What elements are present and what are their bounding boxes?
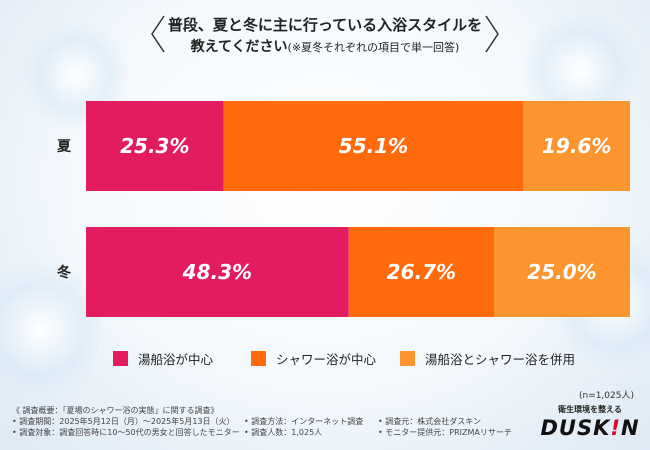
brand-logo: 衛生環境を整える DUSK!N bbox=[540, 404, 640, 444]
category-label-winter: 冬 bbox=[57, 264, 71, 281]
bar-winter-bath bbox=[86, 227, 349, 317]
brand-wordmark-main: DUSK bbox=[540, 416, 611, 440]
notes-provider: • モニター提供元：PRIZMAリサーチ bbox=[378, 428, 512, 437]
notes-count: • 調査人数：1,025人 bbox=[244, 428, 323, 437]
brand-wordmark: DUSK!N bbox=[540, 416, 640, 440]
chart-title: 普段、夏と冬に主に行っている入浴スタイルを 教えてください(※夏冬それぞれの項目… bbox=[150, 10, 500, 58]
legend-label-shower: シャワー浴が中心 bbox=[276, 351, 377, 367]
title-line2: 教えてください(※夏冬それぞれの項目で単一回答) bbox=[150, 36, 500, 56]
category-label-summer: 夏 bbox=[57, 138, 72, 155]
stacked-bar-chart: 夏 25.3% 55.1% 19.6% 冬 48.3% 26.7% 25.0% bbox=[57, 101, 630, 317]
notes-organizer: • 調査元：株式会社ダスキン bbox=[378, 417, 482, 426]
data-label-winter-bath: 48.3% bbox=[182, 260, 252, 284]
left-bracket bbox=[151, 15, 165, 53]
notes-method: • 調査方法：インターネット調査 bbox=[244, 417, 364, 426]
data-label-summer-bath: 25.3% bbox=[120, 134, 189, 158]
legend-swatch-bath bbox=[113, 350, 128, 366]
survey-notes: 《 調査概要：「夏場のシャワー浴の実態」に関する調査》 • 調査期間：2025年… bbox=[12, 405, 532, 445]
title-brackets bbox=[151, 15, 499, 53]
legend-label-both: 湯船浴とシャワー浴を併用 bbox=[425, 351, 576, 367]
data-label-summer-shower: 55.1% bbox=[339, 134, 408, 158]
right-bracket bbox=[485, 15, 499, 53]
legend-item-bath: 湯船浴が中心 bbox=[113, 348, 213, 368]
bar-summer-bath bbox=[86, 101, 224, 191]
legend-swatch-both bbox=[400, 350, 415, 366]
brand-tagline: 衛生環境を整える bbox=[558, 405, 622, 414]
brand-wordmark-accent: ! bbox=[610, 416, 621, 440]
legend-item-shower: シャワー浴が中心 bbox=[251, 348, 376, 368]
bar-winter-both bbox=[494, 227, 630, 317]
data-label-winter-both: 25.0% bbox=[527, 260, 596, 284]
legend-item-both: 湯船浴とシャワー浴を併用 bbox=[400, 348, 575, 368]
legend-label-bath: 湯船浴が中心 bbox=[138, 351, 214, 367]
title-line1: 普段、夏と冬に主に行っている入浴スタイルを bbox=[167, 16, 483, 34]
data-label-winter-shower: 26.7% bbox=[387, 260, 456, 284]
notes-overview: 《 調査概要：「夏場のシャワー浴の実態」に関する調査》 bbox=[12, 406, 219, 415]
notes-period: • 調査期間：2025年5月12日（月）～2025年5月13日（火） bbox=[12, 417, 235, 426]
title-line2-main: 教えてください bbox=[190, 39, 288, 55]
notes-target: • 調査対象：調査回答時に10～50代の男女と回答したモニター bbox=[12, 428, 240, 437]
brand-wordmark-end: N bbox=[620, 416, 640, 440]
bar-winter-shower bbox=[348, 227, 494, 317]
title-note: (※夏冬それぞれの項目で単一回答) bbox=[287, 41, 460, 54]
legend-swatch-shower bbox=[251, 350, 266, 366]
bar-summer-both bbox=[523, 101, 630, 191]
legend: 湯船浴が中心 シャワー浴が中心 湯船浴とシャワー浴を併用 bbox=[113, 348, 633, 368]
bar-summer-shower bbox=[223, 101, 524, 191]
data-label-summer-both: 19.6% bbox=[542, 134, 611, 158]
sample-size: (n=1,025人) bbox=[578, 391, 634, 401]
background-sparkle bbox=[0, 250, 100, 410]
